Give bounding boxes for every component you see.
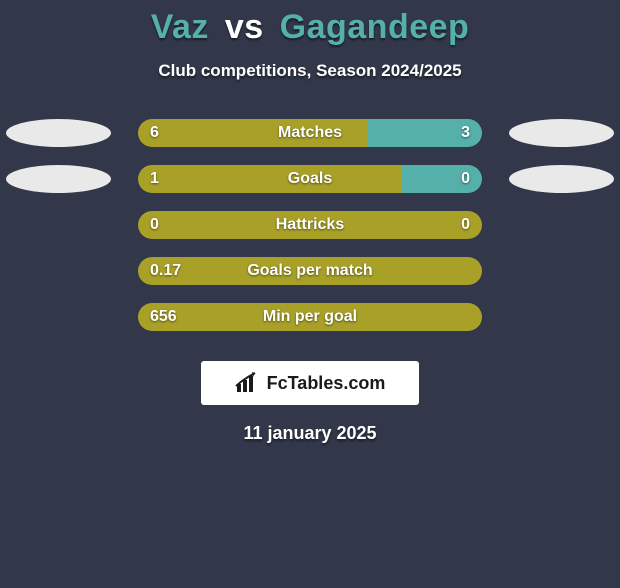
stat-row: 0.17Goals per match: [0, 257, 620, 303]
stats-rows: 63Matches10Goals00Hattricks0.17Goals per…: [0, 119, 620, 349]
brand-text: FcTables.com: [267, 373, 386, 394]
subtitle: Club competitions, Season 2024/2025: [0, 61, 620, 81]
metric-label: Hattricks: [0, 211, 620, 239]
metric-label: Goals: [0, 165, 620, 193]
player2-name: Gagandeep: [280, 8, 470, 46]
stat-row: 656Min per goal: [0, 303, 620, 349]
brand-box: FcTables.com: [201, 361, 419, 405]
date-label: 11 january 2025: [0, 423, 620, 444]
metric-label: Matches: [0, 119, 620, 147]
stat-row: 10Goals: [0, 165, 620, 211]
metric-label: Goals per match: [0, 257, 620, 285]
vs-label: vs: [225, 8, 264, 46]
metric-label: Min per goal: [0, 303, 620, 331]
brand-chart-icon: [235, 372, 261, 394]
player1-name: Vaz: [151, 8, 209, 46]
stat-row: 00Hattricks: [0, 211, 620, 257]
comparison-title: Vaz vs Gagandeep: [0, 8, 620, 47]
stat-row: 63Matches: [0, 119, 620, 165]
